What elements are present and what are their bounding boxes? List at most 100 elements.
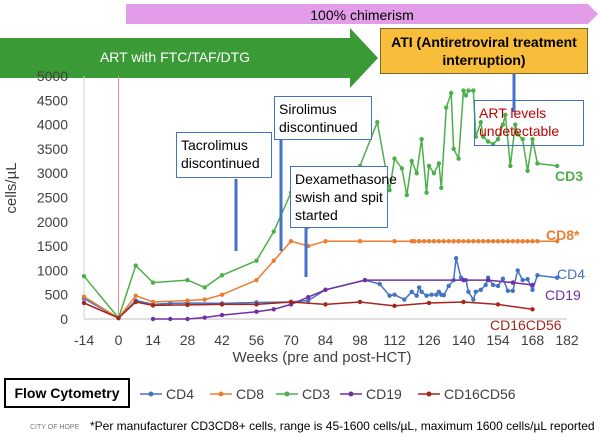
data-point-cd19 (219, 312, 225, 318)
data-point-cd19 (150, 316, 156, 322)
sirolimus-note-text: Sirolimus discontinued (279, 101, 358, 135)
data-point-cd3 (404, 192, 410, 198)
y-tick-label: 1000 (37, 262, 68, 278)
data-point-cd16cd56 (392, 303, 397, 309)
series-end-label-cd4: CD4 (557, 266, 585, 282)
art-label: ART with FTC/TAF/DTG (100, 49, 250, 65)
data-point-cd4 (429, 292, 434, 297)
data-point-cd16cd56 (133, 299, 138, 305)
data-point-cd8 (81, 294, 87, 299)
legend-label-cd8: CD8 (236, 386, 264, 402)
x-tick-label: 126 (417, 332, 441, 348)
data-point-cd4 (387, 293, 392, 298)
data-point-cd4 (377, 281, 382, 287)
data-point-cd4 (436, 289, 442, 294)
data-point-cd3 (133, 263, 138, 268)
data-point-cd4 (419, 289, 424, 294)
data-point-cd3 (392, 156, 397, 161)
flow-cytometry-label: Flow Cytometry (14, 385, 120, 401)
chimerism-label: 100% chimerism (310, 7, 413, 23)
data-point-cd8 (441, 239, 446, 244)
data-point-cd19 (510, 280, 515, 285)
data-point-cd8 (535, 239, 540, 244)
series-line-cd19 (153, 279, 533, 320)
data-point-cd3 (150, 280, 156, 285)
data-point-cd8 (476, 239, 481, 244)
data-point-cd4 (424, 293, 429, 298)
sirolimus-note: Sirolimus discontinued (274, 96, 372, 140)
data-point-cd16cd56 (81, 300, 87, 306)
legend-marker-cd4 (148, 391, 154, 397)
data-point-cd4 (478, 287, 483, 293)
data-point-cd19 (461, 277, 466, 283)
data-point-cd3 (202, 285, 207, 290)
x-tick-label: 70 (283, 332, 299, 348)
series-end-label-cd8: CD8* (546, 227, 580, 243)
data-point-cd4 (453, 256, 459, 261)
y-tick-label: 4000 (37, 117, 68, 133)
data-point-cd8 (288, 239, 294, 244)
legend-label-cd16cd56: CD16CD56 (444, 386, 516, 402)
data-point-cd3 (271, 229, 276, 234)
data-point-cd19 (306, 294, 311, 300)
x-axis-label: Weeks (pre and post-HCT) (233, 349, 412, 366)
art-arrow (0, 28, 378, 88)
data-point-cd8 (451, 239, 456, 244)
data-point-cd8 (520, 239, 525, 244)
data-point-cd8 (446, 239, 451, 244)
data-point-cd8 (421, 239, 427, 244)
data-point-cd3 (463, 93, 469, 98)
data-point-cd19 (254, 309, 259, 314)
data-point-cd8 (490, 239, 496, 244)
data-point-cd8 (357, 239, 363, 244)
data-point-cd4 (505, 288, 511, 294)
data-point-cd19 (168, 316, 173, 322)
x-tick-label: 42 (214, 332, 230, 348)
flow-cytometry-box: Flow Cytometry (4, 378, 130, 408)
legend-marker-cd19 (348, 391, 354, 397)
data-point-cd16cd56 (288, 299, 294, 305)
data-point-cd3 (495, 136, 501, 142)
chimerism-bar (126, 4, 598, 24)
data-point-cd4 (525, 276, 530, 282)
data-point-cd8 (219, 292, 225, 297)
data-point-cd3 (535, 161, 540, 166)
x-tick-label: 140 (452, 332, 476, 348)
x-tick-label: 182 (555, 332, 579, 348)
tacrolimus-note: Tacrolimus discontinued (176, 132, 272, 178)
data-point-cd8 (436, 239, 442, 244)
data-point-cd4 (520, 277, 525, 283)
data-point-cd19 (323, 287, 328, 293)
x-tick-label: 14 (145, 332, 161, 348)
data-point-cd8 (185, 298, 190, 303)
data-point-cd3 (500, 122, 506, 127)
end-labels: CD4 CD8* CD3 CD19 CD16CD56 (490, 168, 585, 333)
data-point-cd3 (456, 156, 461, 161)
data-point-cd16cd56 (530, 307, 535, 312)
data-point-cd8 (426, 239, 432, 244)
data-point-cd8 (392, 239, 397, 244)
data-point-cd3 (436, 161, 442, 166)
y-tick-label: 1500 (37, 238, 68, 254)
data-point-cd16cd56 (219, 302, 225, 307)
data-point-cd8 (515, 239, 520, 244)
x-tick-label: 98 (352, 332, 368, 348)
y-tick-label: 5000 (37, 68, 68, 84)
data-point-cd8 (485, 239, 491, 244)
data-point-cd3 (254, 258, 259, 263)
series-end-label-cd16cd56: CD16CD56 (490, 317, 562, 333)
ati-label: ATI (Antiretroviral treatment interrupti… (391, 34, 577, 68)
data-point-cd8 (495, 239, 501, 244)
data-point-cd3 (375, 119, 380, 125)
data-point-cd4 (392, 292, 397, 297)
data-point-cd4 (402, 297, 407, 302)
data-point-cd16cd56 (254, 302, 259, 307)
x-tick-label: 0 (115, 332, 123, 348)
tacrolimus-note-text: Tacrolimus discontinued (181, 137, 260, 171)
series-layer (81, 87, 560, 322)
data-point-cd3 (451, 146, 456, 152)
y-tick-label: 2500 (37, 190, 68, 206)
ati-box: ATI (Antiretroviral treatment interrupti… (380, 28, 588, 74)
x-tick-label: 28 (180, 332, 196, 348)
data-point-cd4 (535, 273, 540, 278)
